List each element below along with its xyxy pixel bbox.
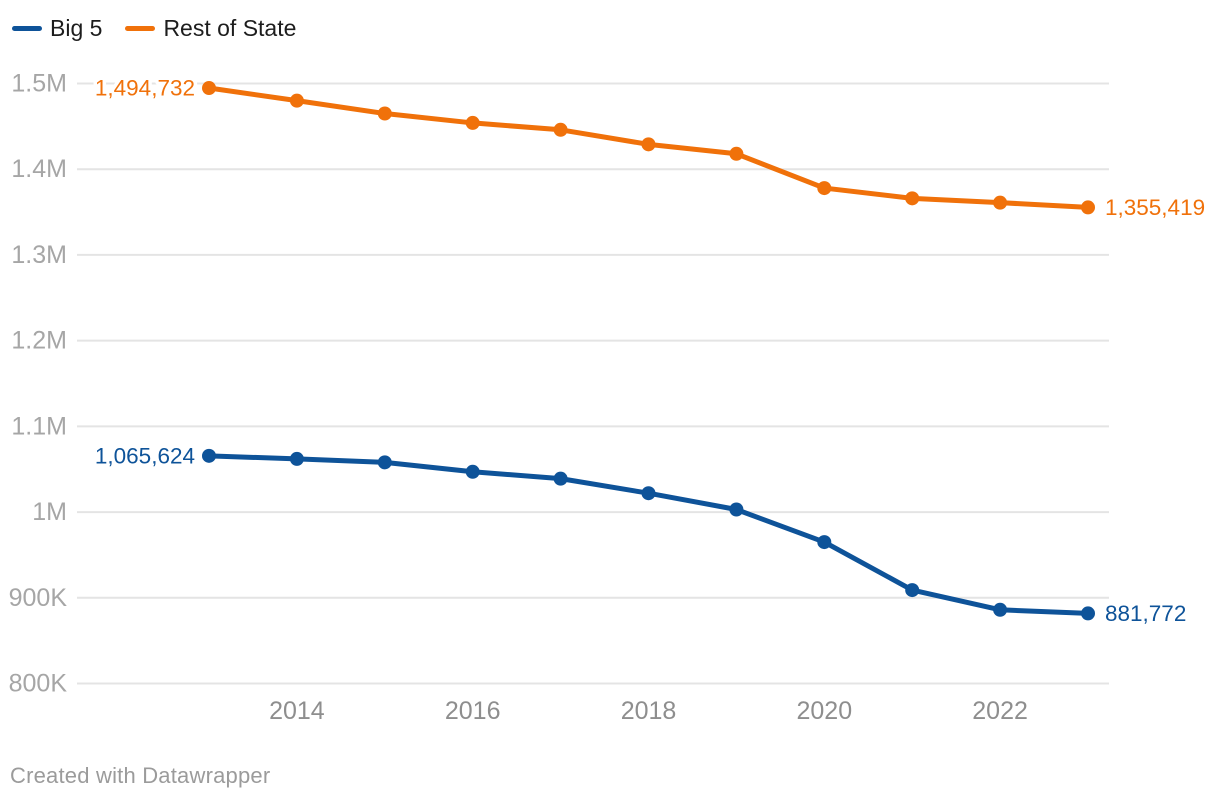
data-point-rest-of-state: [641, 137, 656, 152]
datawrapper-attribution-link[interactable]: Created with Datawrapper: [10, 763, 271, 788]
y-tick-label: 1.5M: [11, 70, 67, 98]
data-point-rest-of-state: [202, 81, 216, 96]
legend-label-rest-of-state: Rest of State: [163, 15, 297, 41]
data-point-big-5: [553, 471, 568, 486]
legend-item-rest-of-state: Rest of State: [125, 15, 297, 41]
last-value-label-big-5: 881,772: [1105, 601, 1186, 626]
y-tick-label: 1.1M: [11, 412, 67, 440]
data-point-big-5: [817, 535, 832, 550]
first-value-label-big-5: 1,065,624: [95, 443, 195, 468]
last-value-label-rest-of-state: 1,355,419: [1105, 195, 1205, 220]
y-tick-label: 1M: [32, 498, 67, 526]
legend-line-swatch-rest-of-state: [125, 26, 156, 32]
chart-footer: Created with Datawrapper: [10, 763, 270, 789]
x-tick-label: 2018: [621, 697, 677, 725]
data-point-big-5: [729, 502, 744, 517]
series-line-big-5: [206, 453, 1091, 616]
y-tick-label: 1.4M: [11, 155, 67, 183]
data-point-big-5: [377, 455, 392, 470]
data-point-rest-of-state: [1081, 200, 1095, 215]
data-point-rest-of-state: [377, 106, 392, 121]
data-point-big-5: [641, 486, 656, 501]
legend-line-swatch-big-5: [12, 26, 42, 32]
legend-item-big-5: Big 5: [12, 15, 103, 41]
data-point-big-5: [993, 602, 1008, 617]
data-point-rest-of-state: [817, 181, 832, 196]
data-point-rest-of-state: [993, 195, 1008, 210]
data-point-big-5: [202, 448, 216, 463]
data-point-big-5: [905, 583, 920, 598]
data-point-big-5: [289, 451, 304, 466]
data-point-rest-of-state: [289, 93, 304, 108]
legend-label-big-5: Big 5: [50, 15, 103, 41]
x-tick-label: 2016: [445, 697, 501, 725]
y-tick-label: 900K: [9, 584, 68, 612]
first-value-label-rest-of-state: 1,494,732: [95, 76, 195, 101]
y-tick-label: 800K: [9, 670, 68, 698]
chart-legend: Big 5 Rest of State: [12, 15, 297, 41]
data-point-big-5: [1081, 606, 1095, 621]
data-point-rest-of-state: [729, 146, 744, 161]
data-point-big-5: [465, 464, 480, 479]
x-tick-label: 2022: [972, 697, 1028, 725]
data-point-rest-of-state: [905, 191, 920, 206]
x-tick-label: 2020: [796, 697, 852, 725]
x-tick-label: 2014: [269, 697, 325, 725]
y-tick-label: 1.2M: [11, 327, 67, 355]
data-point-rest-of-state: [465, 115, 480, 130]
y-tick-label: 1.3M: [11, 241, 67, 269]
data-point-rest-of-state: [553, 122, 568, 137]
